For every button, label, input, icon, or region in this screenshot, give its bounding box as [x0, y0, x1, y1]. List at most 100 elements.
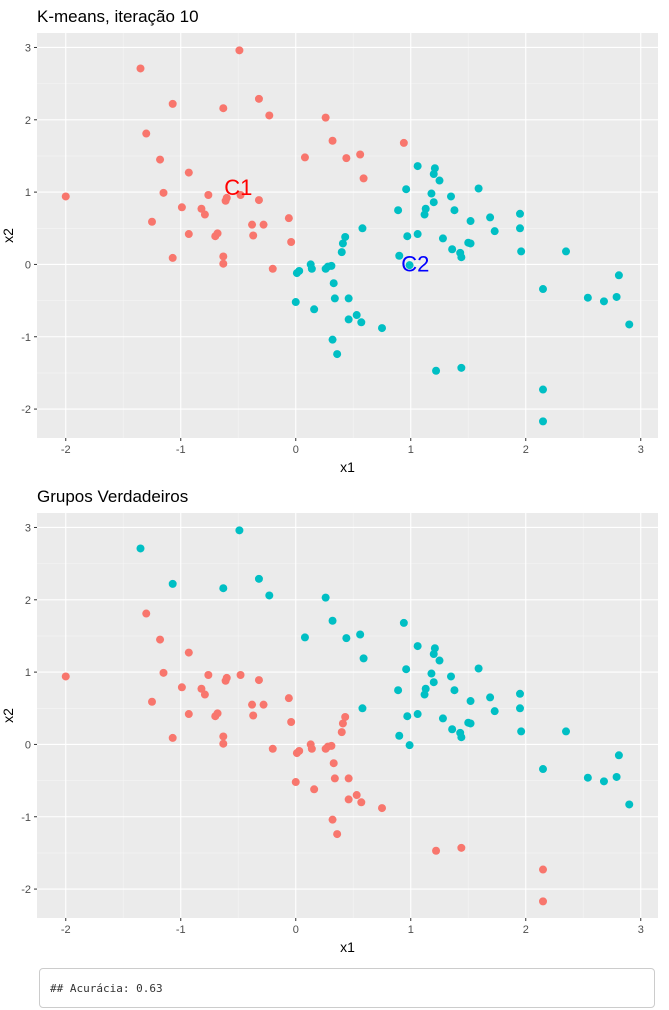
- data-point-c2: [395, 731, 404, 740]
- data-point-c2: [357, 318, 366, 327]
- data-point-c1: [200, 690, 209, 699]
- data-point-c1: [287, 718, 296, 727]
- data-point-c2: [562, 247, 570, 256]
- plot-title: K-means, iteração 10: [37, 7, 199, 26]
- data-point-c1: [268, 264, 277, 273]
- data-point-c2: [435, 656, 444, 665]
- data-point-c1: [329, 759, 338, 768]
- y-tick-label: -1: [21, 332, 31, 344]
- data-point-c2: [516, 689, 524, 698]
- data-point-c1: [341, 712, 350, 721]
- data-point-c1: [291, 778, 300, 787]
- y-tick-label: -1: [21, 812, 31, 824]
- x-tick-label: 1: [408, 924, 414, 936]
- x-tick-label: 0: [293, 444, 299, 456]
- data-point-c2: [438, 714, 447, 723]
- chart-1: -2 -1 0 1 2 3 -2 -1 0 1 2 3 C1 C2 K-means, iteração 10…: [0, 7, 658, 475]
- x-tick-label: -2: [61, 924, 71, 936]
- data-point-c2: [516, 209, 524, 218]
- data-point-c1: [259, 700, 268, 709]
- data-point-c1: [344, 774, 353, 783]
- data-point-c2: [344, 294, 353, 303]
- data-point-c2: [300, 633, 309, 642]
- data-point-c2: [402, 185, 411, 194]
- data-point-c2: [413, 162, 422, 171]
- data-point-c1: [254, 676, 263, 685]
- data-point-c1: [259, 220, 268, 229]
- data-point-c2: [405, 261, 414, 270]
- data-point-c1: [295, 746, 304, 755]
- data-point-c2: [328, 335, 337, 344]
- y-tick-label: 2: [25, 595, 31, 607]
- data-point-c2: [448, 245, 457, 254]
- data-point-c2: [358, 224, 367, 233]
- data-point-c2: [583, 773, 592, 782]
- data-point-c2: [356, 630, 365, 639]
- data-point-c2: [168, 579, 177, 588]
- data-point-c1: [337, 728, 346, 737]
- data-point-c2: [583, 293, 592, 302]
- data-point-c1: [457, 843, 466, 852]
- console-output-box: ## Acurácia: 0.63: [39, 968, 655, 1008]
- data-point-c2: [403, 712, 412, 721]
- data-point-c2: [466, 239, 475, 248]
- data-point-c1: [204, 191, 213, 199]
- data-point-c1: [213, 229, 222, 238]
- data-point-c1: [236, 191, 245, 199]
- x-axis-title: x1: [340, 459, 355, 475]
- data-point-c1: [265, 111, 274, 120]
- data-point-c1: [342, 154, 351, 163]
- data-point-c2: [394, 206, 403, 215]
- data-point-c2: [328, 616, 337, 625]
- data-point-c2: [413, 642, 422, 651]
- y-tick-label: -2: [21, 884, 31, 896]
- data-point-c2: [291, 298, 300, 307]
- data-point-c2: [430, 164, 439, 173]
- data-point-c1: [184, 710, 193, 719]
- accuracy-output-text: ## Acurácia: 0.63: [50, 981, 163, 995]
- data-point-c2: [466, 217, 475, 226]
- data-point-c2: [457, 733, 466, 742]
- data-point-c1: [148, 217, 156, 226]
- data-point-c1: [268, 744, 277, 753]
- data-point-c2: [219, 584, 228, 593]
- data-point-c2: [539, 765, 547, 774]
- data-point-c2: [427, 189, 436, 198]
- data-point-c2: [612, 772, 621, 781]
- data-point-c2: [625, 320, 634, 329]
- data-point-c2: [399, 618, 408, 627]
- data-point-c2: [395, 251, 404, 260]
- data-point-c2: [338, 239, 347, 248]
- data-point-c2: [474, 184, 483, 193]
- data-point-c1: [254, 94, 263, 103]
- data-point-c2: [457, 253, 466, 262]
- y-axis-title: x2: [0, 228, 16, 243]
- data-point-c1: [148, 697, 156, 706]
- data-point-c2: [447, 192, 455, 201]
- data-point-c1: [159, 188, 168, 197]
- data-point-c2: [430, 644, 439, 653]
- data-point-c2: [599, 297, 608, 306]
- data-point-c1: [197, 684, 206, 693]
- data-point-c2: [447, 672, 455, 681]
- x-tick-label: 2: [523, 444, 529, 456]
- data-point-c2: [327, 261, 336, 270]
- data-point-c2: [421, 204, 430, 213]
- data-point-c1: [378, 804, 386, 813]
- data-point-c2: [450, 206, 459, 215]
- data-point-c2: [337, 248, 346, 257]
- data-point-c2: [599, 777, 608, 786]
- data-point-c1: [333, 830, 342, 839]
- data-point-c1: [219, 739, 228, 748]
- data-point-c1: [222, 673, 231, 682]
- data-point-c1: [142, 129, 151, 138]
- figure-canvas: -2 -1 0 1 2 3 -2 -1 0 1 2 3 C1 C2 K-means, iteração 10…: [0, 7, 658, 955]
- data-point-c2: [413, 230, 422, 239]
- data-point-c1: [321, 113, 330, 122]
- data-point-c1: [352, 791, 361, 800]
- data-point-c1: [177, 683, 186, 692]
- data-point-c2: [539, 385, 547, 394]
- data-point-c2: [394, 686, 403, 695]
- data-point-c1: [219, 732, 228, 741]
- data-point-c1: [184, 230, 193, 239]
